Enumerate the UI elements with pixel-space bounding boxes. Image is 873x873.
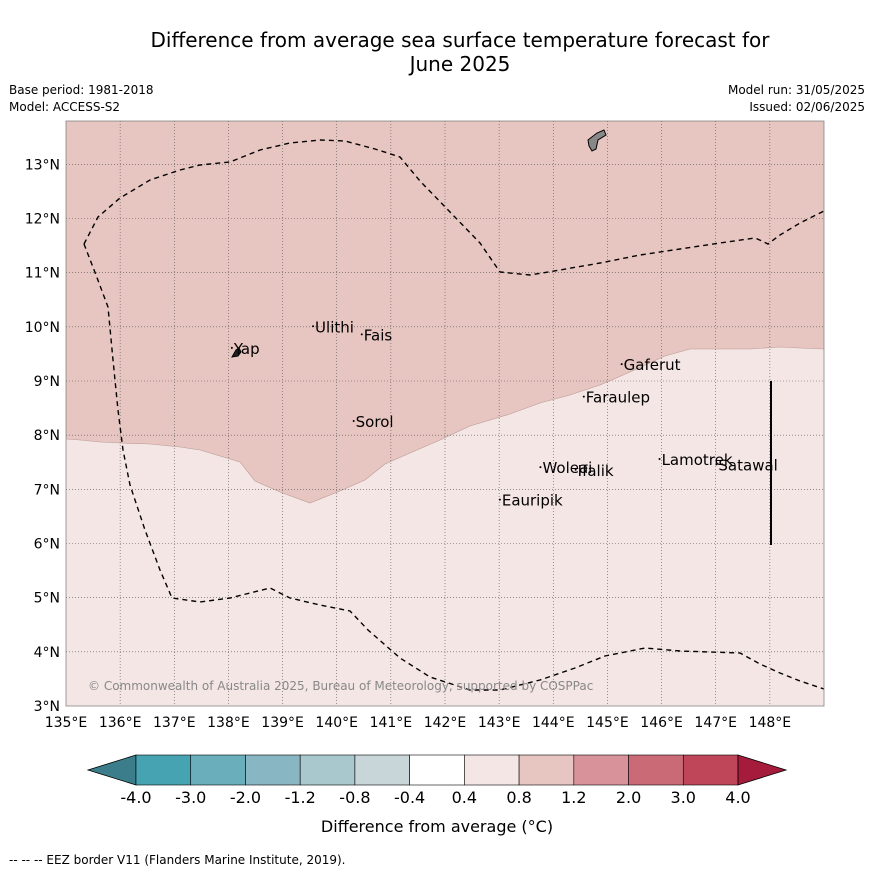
colorbar-over-arrow [737, 754, 788, 786]
footnote: -- -- -- EEZ border V11 (Flanders Marine… [9, 853, 346, 867]
atoll-dot [312, 325, 315, 328]
lon-tick-label: 147°E [694, 715, 737, 731]
colorbar-bin [245, 754, 301, 786]
colorbar-tick-label: 3.0 [671, 788, 696, 807]
colorbar-tick-label: -0.4 [394, 788, 425, 807]
colorbar-tick-label: 1.2 [561, 788, 586, 807]
lon-tick-label: 142°E [424, 715, 467, 731]
colorbar-bin [573, 754, 629, 786]
colorbar-bin [464, 754, 520, 786]
colorbar-bin [135, 754, 192, 786]
place-label: Satawal [718, 456, 777, 474]
atoll-dot [230, 346, 233, 349]
lat-tick-label: 4°N [34, 645, 60, 661]
lat-tick-label: 13°N [25, 157, 60, 173]
colorbar-bin [628, 754, 684, 786]
colorbar-tick-label: -1.2 [285, 788, 316, 807]
issued-date: Issued: 02/06/2025 [749, 100, 865, 114]
copyright-text: © Commonwealth of Australia 2025, Bureau… [88, 679, 593, 693]
place-label: Faraulep [586, 389, 650, 407]
place-label: Sorol [356, 413, 394, 431]
lat-tick-label: 11°N [25, 266, 60, 282]
lat-tick-label: 12°N [25, 212, 60, 228]
colorbar-tick-label: -0.8 [339, 788, 370, 807]
place-label: Lamotrek [662, 451, 733, 469]
colorbar-tick-label: -2.0 [230, 788, 261, 807]
colorbar-bin [518, 754, 575, 786]
lat-tick-label: 5°N [34, 591, 60, 607]
place-labels: Yap Ulithi Fais Gaferut Faraulep Sorol Lamotre… [230, 318, 778, 510]
title-line-2: June 2025 [409, 52, 511, 76]
base-period: Base period: 1981-2018 [9, 83, 154, 97]
lon-tick-label: 136°E [99, 715, 142, 731]
eez-border-line-west [83, 243, 824, 691]
place-label: Gaferut [624, 356, 681, 374]
colorbar-tick-label: -3.0 [175, 788, 206, 807]
latitude-tick-labels: 3°N 4°N 5°N 6°N 7°N 8°N 9°N 10°N 11°N 12°N 13°N [25, 157, 60, 715]
colorbar-tick-label: -4.0 [120, 788, 151, 807]
colorbar-tick-label: 0.8 [506, 788, 531, 807]
place-label: Ifalik [578, 462, 614, 480]
colorbar-tick-label: 4.0 [725, 788, 750, 807]
lon-tick-label: 135°E [45, 715, 88, 731]
yap-island [231, 347, 242, 358]
colorbar-bin [409, 754, 465, 786]
lon-tick-label: 145°E [586, 715, 629, 731]
colorbar-bin [190, 754, 246, 786]
colorbar-tick-label: 0.4 [452, 788, 477, 807]
lat-tick-label: 9°N [34, 374, 60, 390]
atoll-dot [658, 457, 661, 460]
map-frame [65, 120, 825, 707]
lon-tick-label: 137°E [153, 715, 196, 731]
model-name: Model: ACCESS-S2 [9, 100, 121, 114]
grid-lines [66, 121, 824, 706]
atoll-dot [539, 466, 542, 469]
colorbar-bin [682, 754, 739, 786]
lon-tick-label: 139°E [261, 715, 304, 731]
lat-tick-label: 3°N [34, 699, 60, 715]
atoll-dot [582, 395, 585, 398]
atoll-dot [715, 463, 718, 466]
lat-tick-label: 8°N [34, 428, 60, 444]
colorbar-tick-label: 2.0 [616, 788, 641, 807]
lon-tick-label: 148°E [749, 715, 792, 731]
colorbar-label: Difference from average (°C) [321, 817, 553, 836]
place-label: Eauripik [502, 492, 563, 510]
atoll-dot [360, 333, 363, 336]
lat-tick-label: 6°N [34, 537, 60, 553]
place-label: Woleai [542, 459, 592, 477]
atoll-dot [574, 468, 577, 471]
guam-island [587, 129, 607, 152]
place-label: Fais [364, 326, 393, 344]
lat-tick-label: 10°N [25, 320, 60, 336]
map-title: Difference from average sea surface temp… [60, 28, 860, 76]
colorbar-bin [299, 754, 356, 786]
place-label: Yap [233, 340, 260, 358]
colorbar: -4.0 -3.0 -2.0 -1.2 -0.8 -0.4 0.4 0.8 1.2 2.0 3.0 4… [86, 754, 788, 807]
anomaly-region-warm [66, 121, 824, 504]
lon-tick-label: 141°E [370, 715, 413, 731]
lon-tick-label: 140°E [315, 715, 358, 731]
title-line-1: Difference from average sea surface temp… [150, 28, 770, 52]
eez-border-line [83, 139, 824, 276]
colorbar-bin [354, 754, 410, 786]
place-label: Ulithi [315, 318, 354, 336]
longitude-tick-labels: 135°E 136°E 137°E 138°E 139°E 140°E 141°E 142°E… [45, 715, 791, 731]
lat-tick-label: 7°N [34, 482, 60, 498]
atoll-dot [620, 363, 623, 366]
atoll-dot [498, 498, 501, 501]
lon-tick-label: 144°E [532, 715, 575, 731]
model-run: Model run: 31/05/2025 [727, 83, 865, 97]
lon-tick-label: 146°E [640, 715, 683, 731]
lon-tick-label: 138°E [207, 715, 250, 731]
map-plot-area: Yap Ulithi Fais Gaferut Faraulep Sorol Lamotre… [66, 121, 824, 706]
atoll-dot [352, 420, 355, 423]
lon-tick-label: 143°E [478, 715, 521, 731]
colorbar-under-arrow [86, 754, 137, 786]
